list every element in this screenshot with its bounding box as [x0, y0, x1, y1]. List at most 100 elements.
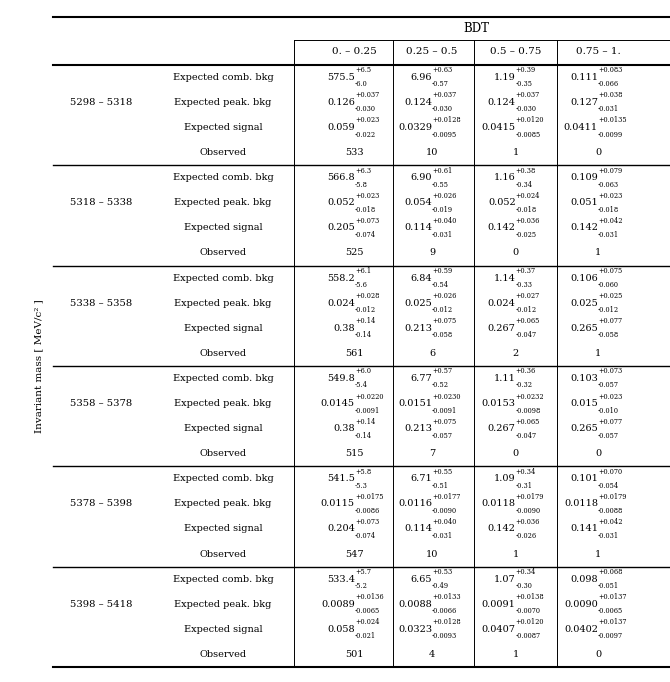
Text: 0.127: 0.127	[570, 98, 598, 107]
Text: +0.079: +0.079	[598, 166, 622, 175]
Text: 0.141: 0.141	[570, 524, 598, 533]
Text: +0.14: +0.14	[355, 417, 375, 426]
Text: 0.38: 0.38	[333, 424, 355, 433]
Text: -0.0099: -0.0099	[598, 130, 623, 138]
Text: +0.073: +0.073	[598, 368, 622, 375]
Text: 541.5: 541.5	[327, 474, 355, 484]
Text: 547: 547	[346, 550, 364, 559]
Text: 0.0088: 0.0088	[398, 599, 432, 609]
Text: Expected comb. bkg: Expected comb. bkg	[173, 374, 273, 383]
Text: -0.0097: -0.0097	[598, 632, 623, 640]
Text: +0.026: +0.026	[432, 292, 456, 300]
Text: -0.31: -0.31	[516, 481, 533, 490]
Text: -0.57: -0.57	[432, 80, 449, 89]
Text: -0.0065: -0.0065	[598, 607, 623, 615]
Text: 0.205: 0.205	[327, 224, 355, 233]
Text: Observed: Observed	[200, 449, 247, 458]
Text: +0.040: +0.040	[432, 217, 456, 225]
Text: 0.106: 0.106	[570, 273, 598, 282]
Text: +0.036: +0.036	[516, 518, 540, 526]
Text: -0.012: -0.012	[432, 306, 453, 314]
Text: 0.38: 0.38	[333, 324, 355, 333]
Text: 1: 1	[513, 148, 519, 157]
Text: -0.55: -0.55	[432, 181, 449, 189]
Text: 515: 515	[346, 449, 364, 458]
Text: 1: 1	[595, 248, 601, 258]
Text: -0.031: -0.031	[598, 106, 619, 113]
Text: +0.0128: +0.0128	[432, 117, 461, 125]
Text: -0.0091: -0.0091	[432, 406, 457, 415]
Text: 0.024: 0.024	[327, 299, 355, 308]
Text: +0.0133: +0.0133	[432, 593, 461, 602]
Text: 0.124: 0.124	[488, 98, 516, 107]
Text: +0.077: +0.077	[598, 317, 622, 325]
Text: Expected signal: Expected signal	[184, 324, 262, 333]
Text: +0.077: +0.077	[598, 417, 622, 426]
Text: +0.038: +0.038	[598, 91, 622, 100]
Text: 6.65: 6.65	[411, 575, 432, 584]
Text: 525: 525	[346, 248, 364, 258]
Text: 0.213: 0.213	[404, 424, 432, 433]
Text: 0: 0	[595, 449, 601, 458]
Text: 561: 561	[346, 349, 364, 358]
Text: 0.213: 0.213	[404, 324, 432, 333]
Text: 0.0090: 0.0090	[564, 599, 598, 609]
Text: +0.0137: +0.0137	[598, 619, 626, 626]
Text: 0.0415: 0.0415	[482, 123, 516, 132]
Text: -6.0: -6.0	[355, 80, 368, 89]
Text: 0.142: 0.142	[570, 224, 598, 233]
Text: +0.53: +0.53	[432, 568, 452, 576]
Text: Observed: Observed	[200, 550, 247, 559]
Text: Expected comb. bkg: Expected comb. bkg	[173, 73, 273, 82]
Text: 0: 0	[595, 148, 601, 157]
Text: 0.052: 0.052	[488, 198, 516, 207]
Text: -5.2: -5.2	[355, 582, 368, 590]
Text: -0.35: -0.35	[516, 80, 533, 89]
Text: +0.0135: +0.0135	[598, 117, 626, 125]
Text: 0.0153: 0.0153	[482, 399, 516, 408]
Text: +0.0175: +0.0175	[355, 493, 383, 501]
Text: 0.25 – 0.5: 0.25 – 0.5	[406, 47, 458, 57]
Text: 5378 – 5398: 5378 – 5398	[70, 499, 132, 508]
Text: +5.8: +5.8	[355, 468, 371, 476]
Text: 5318 – 5338: 5318 – 5338	[70, 198, 132, 207]
Text: 0.015: 0.015	[570, 399, 598, 408]
Text: 6.96: 6.96	[411, 73, 432, 82]
Text: +0.073: +0.073	[355, 217, 379, 225]
Text: +0.075: +0.075	[432, 417, 456, 426]
Text: 0.0411: 0.0411	[564, 123, 598, 132]
Text: +0.075: +0.075	[598, 267, 622, 275]
Text: 6.90: 6.90	[411, 173, 432, 182]
Text: -0.0093: -0.0093	[432, 632, 457, 640]
Text: Expected peak. bkg: Expected peak. bkg	[174, 599, 271, 609]
Text: 0.054: 0.054	[404, 198, 432, 207]
Text: 6: 6	[429, 349, 435, 358]
Text: Expected signal: Expected signal	[184, 625, 262, 634]
Text: +0.042: +0.042	[598, 217, 622, 225]
Text: 0.142: 0.142	[488, 224, 516, 233]
Text: -5.3: -5.3	[355, 481, 368, 490]
Text: -0.021: -0.021	[355, 632, 376, 640]
Text: +6.5: +6.5	[355, 66, 371, 74]
Text: -0.030: -0.030	[355, 106, 376, 113]
Text: +0.075: +0.075	[432, 317, 456, 325]
Text: +0.073: +0.073	[355, 518, 379, 526]
Text: 0.0323: 0.0323	[398, 625, 432, 634]
Text: BDT: BDT	[464, 22, 489, 35]
Text: Expected peak. bkg: Expected peak. bkg	[174, 98, 271, 107]
Text: -0.0070: -0.0070	[516, 607, 541, 615]
Text: 0.267: 0.267	[488, 424, 516, 433]
Text: +0.0230: +0.0230	[432, 393, 460, 400]
Text: +0.023: +0.023	[355, 192, 379, 200]
Text: +0.065: +0.065	[516, 417, 540, 426]
Text: -0.51: -0.51	[432, 481, 449, 490]
Text: -0.025: -0.025	[516, 231, 537, 239]
Text: -5.6: -5.6	[355, 281, 368, 289]
Text: -0.031: -0.031	[432, 532, 453, 540]
Text: 0.0329: 0.0329	[398, 123, 432, 132]
Text: -0.031: -0.031	[598, 231, 619, 239]
Text: 0.098: 0.098	[570, 575, 598, 584]
Text: -0.54: -0.54	[432, 281, 449, 289]
Text: -0.060: -0.060	[598, 281, 619, 289]
Text: -0.047: -0.047	[516, 432, 537, 440]
